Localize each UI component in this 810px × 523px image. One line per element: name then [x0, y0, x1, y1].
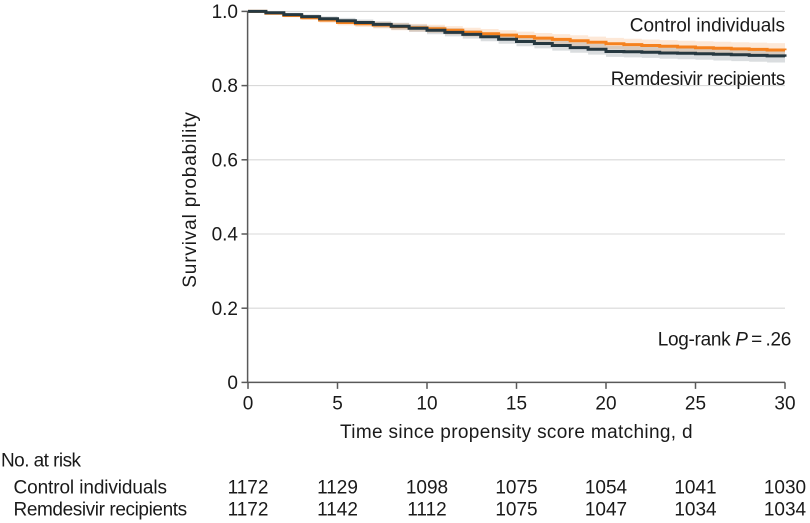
svg-text:30: 30	[774, 394, 795, 415]
svg-text:1098: 1098	[406, 478, 448, 499]
svg-text:1172: 1172	[228, 499, 269, 520]
svg-text:1.0: 1.0	[212, 2, 238, 23]
svg-text:1054: 1054	[585, 478, 628, 499]
svg-text:20: 20	[595, 394, 616, 415]
svg-text:0.6: 0.6	[212, 150, 238, 171]
svg-text:1034: 1034	[764, 499, 807, 520]
svg-text:1075: 1075	[495, 499, 537, 520]
svg-text:10: 10	[416, 394, 437, 415]
svg-text:0.2: 0.2	[212, 299, 238, 320]
svg-text:Survival probability: Survival probability	[180, 111, 201, 287]
svg-text:Control individuals: Control individuals	[14, 478, 167, 499]
svg-text:25: 25	[685, 394, 706, 415]
svg-text:1034: 1034	[674, 499, 717, 520]
svg-text:Remdesivir recipients: Remdesivir recipients	[611, 69, 785, 90]
svg-text:1129: 1129	[317, 478, 358, 499]
svg-text:0.8: 0.8	[212, 76, 238, 97]
svg-text:1112: 1112	[407, 499, 446, 520]
svg-text:0.4: 0.4	[212, 225, 239, 246]
svg-text:1172: 1172	[228, 478, 269, 499]
svg-text:Control individuals: Control individuals	[630, 16, 785, 37]
svg-text:Time since propensity score ma: Time since propensity score matching, d	[340, 422, 693, 443]
svg-text:Remdesivir recipients: Remdesivir recipients	[14, 499, 187, 520]
svg-text:No. at risk: No. at risk	[1, 451, 82, 472]
svg-text:1030: 1030	[764, 478, 806, 499]
svg-text:0: 0	[227, 373, 238, 394]
svg-text:1075: 1075	[495, 478, 537, 499]
svg-text:0: 0	[243, 394, 254, 415]
svg-text:15: 15	[506, 394, 527, 415]
svg-text:Log-rank P = .26: Log-rank P = .26	[658, 330, 791, 351]
svg-text:5: 5	[332, 394, 343, 415]
svg-text:1047: 1047	[585, 499, 627, 520]
svg-text:1041: 1041	[674, 478, 716, 499]
svg-text:1142: 1142	[317, 499, 358, 520]
